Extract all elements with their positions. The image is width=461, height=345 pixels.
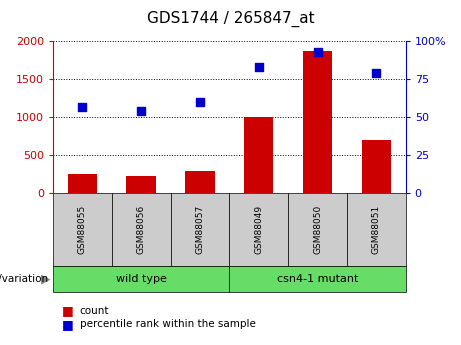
Text: percentile rank within the sample: percentile rank within the sample: [80, 319, 256, 329]
Text: ▶: ▶: [41, 272, 51, 285]
Point: [314, 49, 321, 55]
Text: genotype/variation: genotype/variation: [0, 274, 48, 284]
Bar: [303, 51, 332, 193]
Text: GSM88057: GSM88057: [195, 205, 205, 254]
Point: [196, 99, 204, 105]
Text: GDS1744 / 265847_at: GDS1744 / 265847_at: [147, 10, 314, 27]
Text: ■: ■: [62, 304, 74, 317]
Text: GSM88051: GSM88051: [372, 205, 381, 254]
Point: [79, 104, 86, 109]
Point: [255, 65, 262, 70]
Bar: [361, 140, 391, 193]
Text: GSM88049: GSM88049: [254, 205, 263, 254]
Text: ■: ■: [62, 318, 74, 331]
Text: wild type: wild type: [116, 274, 166, 284]
Text: csn4-1 mutant: csn4-1 mutant: [277, 274, 358, 284]
Bar: [68, 174, 97, 193]
Text: count: count: [80, 306, 109, 315]
Text: GSM88050: GSM88050: [313, 205, 322, 254]
Text: GSM88055: GSM88055: [78, 205, 87, 254]
Point: [137, 108, 145, 114]
Point: [372, 70, 380, 76]
Bar: [244, 117, 273, 193]
Text: GSM88056: GSM88056: [136, 205, 146, 254]
Bar: [185, 171, 215, 193]
Bar: [126, 176, 156, 193]
